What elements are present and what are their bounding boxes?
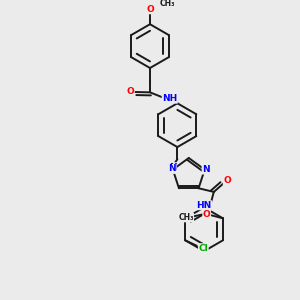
Text: O: O: [203, 210, 211, 219]
Text: HN: HN: [196, 201, 212, 210]
Text: Cl: Cl: [199, 244, 208, 253]
Text: N: N: [168, 164, 176, 173]
Text: N: N: [169, 163, 177, 172]
Text: O: O: [223, 176, 231, 185]
Text: NH: NH: [162, 94, 177, 103]
Text: O: O: [126, 87, 134, 96]
Text: CH₃: CH₃: [160, 0, 176, 8]
Text: N: N: [202, 165, 210, 174]
Text: CH₃: CH₃: [178, 213, 194, 222]
Text: O: O: [146, 5, 154, 14]
